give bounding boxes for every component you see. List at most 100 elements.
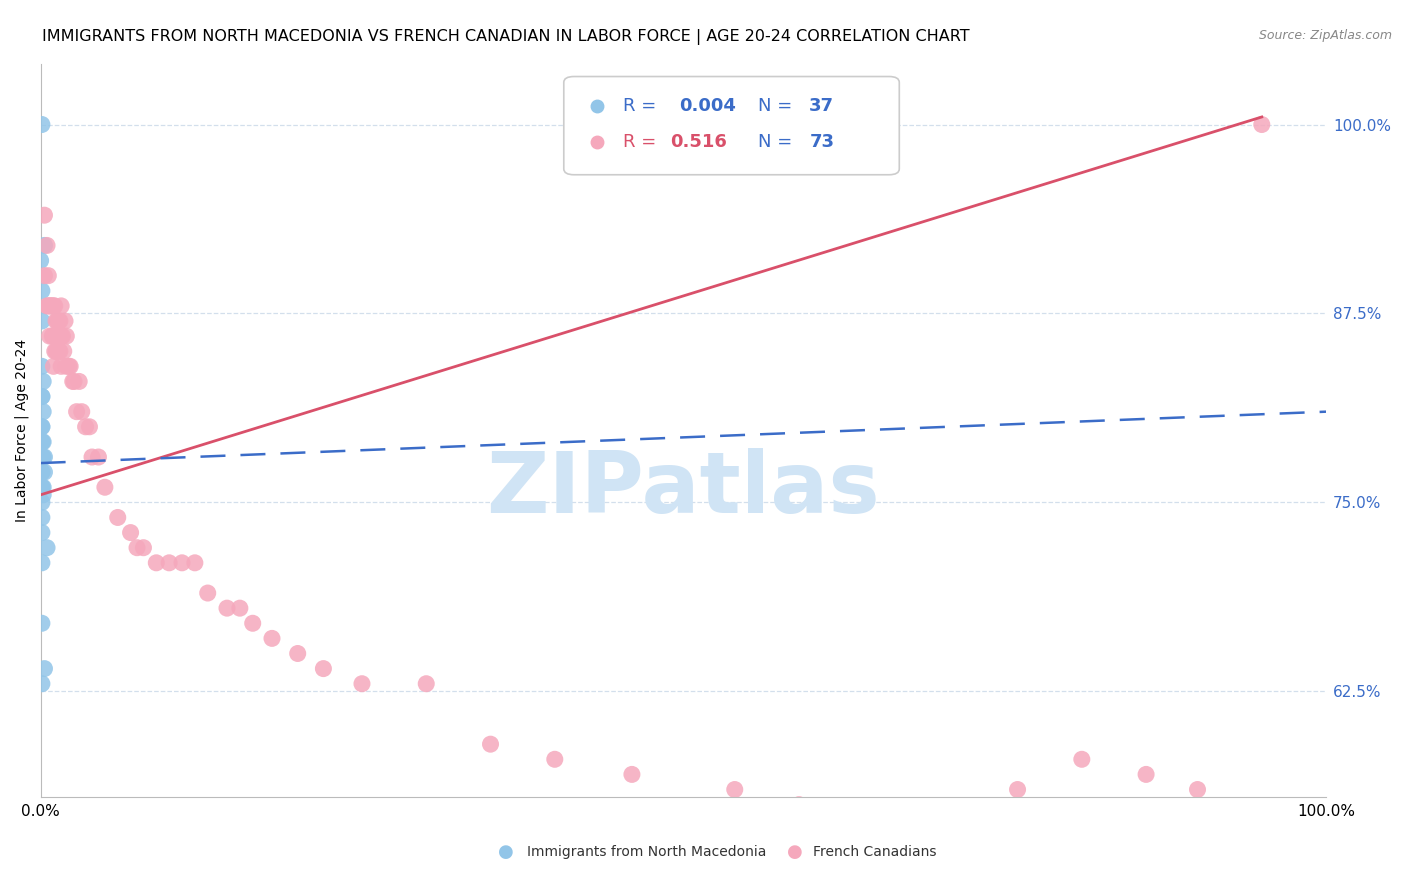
Text: N =: N =: [758, 97, 792, 115]
Point: [929, 828, 952, 842]
Point: [37, 268, 59, 283]
Point: [34, 450, 56, 464]
Point: [229, 601, 252, 615]
Point: [31, 465, 53, 479]
Point: [30, 253, 52, 268]
Point: [34, 208, 56, 222]
Point: [35, 238, 58, 252]
Point: [31, 434, 53, 449]
Point: [38, 329, 60, 343]
Point: [51, 299, 73, 313]
Point: [52, 344, 75, 359]
Text: 37: 37: [810, 97, 834, 115]
Point: [31, 480, 53, 494]
Point: [87, 450, 110, 464]
Point: [31, 390, 53, 404]
Text: 0.004: 0.004: [679, 97, 737, 115]
Point: [39, 299, 62, 313]
Point: [94, 480, 117, 494]
Point: [1007, 782, 1029, 797]
Point: [312, 662, 335, 676]
Text: ●: ●: [786, 843, 803, 861]
Point: [125, 541, 148, 555]
Point: [80, 450, 103, 464]
Point: [31, 525, 53, 540]
Point: [55, 329, 77, 343]
Point: [42, 299, 65, 313]
Point: [107, 510, 129, 524]
Point: [30, 419, 52, 434]
Point: [51, 329, 73, 343]
Point: [51, 359, 73, 374]
Point: [1250, 118, 1272, 132]
Point: [49, 314, 72, 328]
Text: Immigrants from North Macedonia: Immigrants from North Macedonia: [527, 845, 766, 859]
Text: Source: ZipAtlas.com: Source: ZipAtlas.com: [1258, 29, 1392, 42]
Point: [31, 510, 53, 524]
Point: [31, 390, 53, 404]
Point: [120, 525, 142, 540]
Point: [31, 480, 53, 494]
Point: [58, 359, 80, 374]
Point: [31, 419, 53, 434]
Point: [32, 488, 55, 502]
Point: [242, 616, 264, 631]
Point: [350, 677, 373, 691]
Text: N =: N =: [758, 134, 792, 152]
Point: [55, 359, 77, 374]
Point: [38, 299, 60, 313]
Point: [32, 405, 55, 419]
Point: [79, 419, 101, 434]
Text: ZIPatlas: ZIPatlas: [486, 448, 880, 531]
Point: [170, 556, 193, 570]
Point: [62, 375, 84, 389]
Point: [31, 434, 53, 449]
Point: [287, 647, 309, 661]
Point: [31, 284, 53, 298]
Point: [31, 314, 53, 328]
FancyBboxPatch shape: [564, 77, 900, 175]
Point: [41, 299, 63, 313]
Point: [34, 465, 56, 479]
Point: [31, 616, 53, 631]
Point: [787, 797, 810, 812]
Text: IMMIGRANTS FROM NORTH MACEDONIA VS FRENCH CANADIAN IN LABOR FORCE | AGE 20-24 CO: IMMIGRANTS FROM NORTH MACEDONIA VS FRENC…: [42, 29, 970, 45]
Point: [35, 541, 58, 555]
Text: French Canadians: French Canadians: [813, 845, 936, 859]
Point: [42, 329, 65, 343]
Point: [48, 314, 70, 328]
Point: [145, 556, 167, 570]
Text: 73: 73: [810, 134, 834, 152]
Point: [32, 480, 55, 494]
Point: [45, 314, 67, 328]
Point: [620, 767, 643, 781]
Point: [42, 359, 65, 374]
Point: [31, 450, 53, 464]
Point: [31, 495, 53, 509]
Point: [30, 480, 52, 494]
Point: [197, 586, 219, 600]
Point: [34, 268, 56, 283]
Point: [32, 434, 55, 449]
Point: [724, 782, 747, 797]
Text: R =: R =: [623, 97, 657, 115]
Point: [45, 344, 67, 359]
Point: [31, 359, 53, 374]
Y-axis label: In Labor Force | Age 20-24: In Labor Force | Age 20-24: [15, 339, 30, 522]
Point: [31, 118, 53, 132]
Point: [132, 541, 155, 555]
Point: [31, 450, 53, 464]
Point: [904, 813, 927, 827]
Point: [32, 450, 55, 464]
Point: [479, 737, 502, 751]
Point: [34, 238, 56, 252]
Point: [65, 405, 87, 419]
Point: [1187, 782, 1209, 797]
Point: [1070, 752, 1092, 766]
Point: [1135, 767, 1157, 781]
Point: [184, 556, 207, 570]
Text: ●: ●: [498, 843, 515, 861]
Point: [51, 329, 73, 343]
Point: [70, 405, 93, 419]
Point: [48, 344, 70, 359]
